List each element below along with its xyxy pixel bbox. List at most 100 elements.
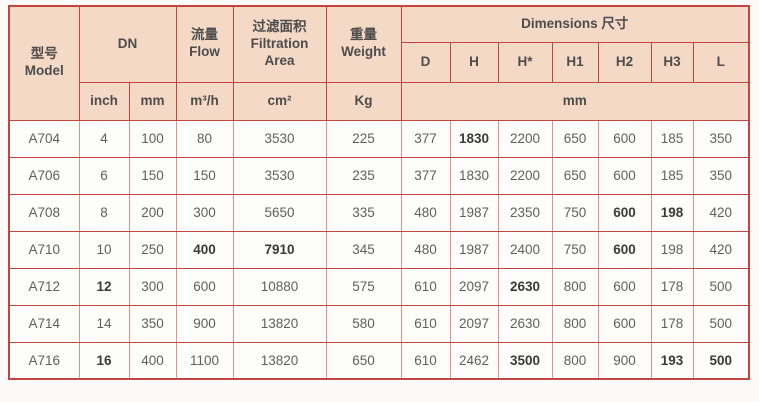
table-cell: 150 xyxy=(175,156,234,195)
table-cell: 178 xyxy=(650,267,694,306)
table-cell: 80 xyxy=(175,119,234,158)
table-cell: 750 xyxy=(551,230,599,269)
table-cell: 800 xyxy=(551,267,599,306)
model-cell: A708 xyxy=(8,193,80,232)
table-cell: 750 xyxy=(551,193,599,232)
table-cell: 2200 xyxy=(497,156,553,195)
table-cell: 13820 xyxy=(232,341,327,380)
table-row: A708 8 200 300 5650 335 480 1987 2350 750 600 198 42… xyxy=(8,193,750,232)
table-cell: 377 xyxy=(400,119,451,158)
table-cell: 14 xyxy=(78,304,130,343)
header-dn: DN xyxy=(78,5,177,83)
table-cell: 650 xyxy=(551,119,599,158)
table-cell: 250 xyxy=(128,230,177,269)
table-cell: 178 xyxy=(650,304,694,343)
table-cell: 10 xyxy=(78,230,130,269)
table-cell: 150 xyxy=(128,156,177,195)
table-cell: 350 xyxy=(692,156,750,195)
header-row-2: D H H* H1 H2 H3 L xyxy=(9,41,750,83)
table-cell: 480 xyxy=(400,193,451,232)
table-cell: 1100 xyxy=(175,341,234,380)
table-cell: 2462 xyxy=(449,341,499,380)
header-dimensions: Dimensions 尺寸 xyxy=(400,5,750,43)
table-row: A714 14 350 900 13820 580 610 2097 2630 800 600 178… xyxy=(8,304,750,343)
table-row: A712 12 300 600 10880 575 610 2097 2630 800 600 178… xyxy=(8,267,750,306)
table-cell: 500 xyxy=(692,341,750,380)
table-cell: 400 xyxy=(128,341,177,380)
table-cell: 100 xyxy=(128,119,177,158)
unit-area: cm² xyxy=(232,81,327,121)
table-cell: 200 xyxy=(128,193,177,232)
unit-mm: mm xyxy=(128,81,177,121)
header-dim-d: D xyxy=(400,41,451,83)
table-cell: 3530 xyxy=(232,156,327,195)
spec-table-container: 型号 Model DN 流量 Flow 过滤面积 Filtration Area… xyxy=(8,5,751,380)
table-cell: 600 xyxy=(597,119,652,158)
table-cell: 13820 xyxy=(232,304,327,343)
table-cell: 650 xyxy=(325,341,402,380)
header-row-3: inch mm m³/h cm² Kg mm xyxy=(9,81,750,121)
table-cell: 2630 xyxy=(497,267,553,306)
header-weight-zh: 重量 xyxy=(350,27,377,43)
table-cell: 2630 xyxy=(497,304,553,343)
table-row: A706 6 150 150 3530 235 377 1830 2200 650 600 185 35… xyxy=(8,156,750,195)
unit-flow: m³/h xyxy=(175,81,234,121)
header-flow: 流量 Flow xyxy=(175,5,234,83)
table-cell: 600 xyxy=(597,193,652,232)
header-dim-h: H xyxy=(449,41,499,83)
header-dim-h1: H1 xyxy=(551,41,599,83)
table-cell: 575 xyxy=(325,267,402,306)
header-dim-hstar: H* xyxy=(497,41,553,83)
table-cell: 300 xyxy=(128,267,177,306)
table-cell: 16 xyxy=(78,341,130,380)
table-cell: 2097 xyxy=(449,304,499,343)
table-cell: 900 xyxy=(175,304,234,343)
table-cell: 5650 xyxy=(232,193,327,232)
table-cell: 335 xyxy=(325,193,402,232)
unit-dims: mm xyxy=(400,81,750,121)
model-cell: A714 xyxy=(8,304,80,343)
table-cell: 7910 xyxy=(232,230,327,269)
table-cell: 500 xyxy=(692,267,750,306)
table-cell: 198 xyxy=(650,193,694,232)
table-cell: 2400 xyxy=(497,230,553,269)
table-cell: 3530 xyxy=(232,119,327,158)
table-cell: 12 xyxy=(78,267,130,306)
table-header: 型号 Model DN 流量 Flow 过滤面积 Filtration Area… xyxy=(8,5,750,121)
table-cell: 2350 xyxy=(497,193,553,232)
table-cell: 610 xyxy=(400,341,451,380)
table-row: A710 10 250 400 7910 345 480 1987 2400 750 600 198 4… xyxy=(8,230,750,269)
table-cell: 235 xyxy=(325,156,402,195)
table-cell: 10880 xyxy=(232,267,327,306)
header-filtration-zh: 过滤面积 xyxy=(252,18,307,34)
model-cell: A710 xyxy=(8,230,80,269)
table-cell: 8 xyxy=(78,193,130,232)
table-cell: 350 xyxy=(692,119,750,158)
table-body: A704 4 100 80 3530 225 377 1830 2200 650 600 185 350… xyxy=(8,119,750,380)
unit-inch: inch xyxy=(78,81,130,121)
table-cell: 6 xyxy=(78,156,130,195)
table-row: A716 16 400 1100 13820 650 610 2462 3500 800 900 19… xyxy=(8,341,750,380)
table-cell: 400 xyxy=(175,230,234,269)
table-row: A704 4 100 80 3530 225 377 1830 2200 650 600 185 350 xyxy=(8,119,750,158)
table-cell: 420 xyxy=(692,230,750,269)
table-cell: 900 xyxy=(597,341,652,380)
table-cell: 1830 xyxy=(449,119,499,158)
header-model-en: Model xyxy=(24,63,64,79)
table-cell: 185 xyxy=(650,119,694,158)
table-cell: 300 xyxy=(175,193,234,232)
table-cell: 800 xyxy=(551,304,599,343)
header-model: 型号 Model xyxy=(8,5,80,121)
header-weight-en: Weight xyxy=(341,44,386,60)
header-model-zh: 型号 xyxy=(30,46,58,62)
model-cell: A712 xyxy=(8,267,80,306)
table-cell: 3500 xyxy=(497,341,553,380)
table-cell: 2097 xyxy=(449,267,499,306)
table-cell: 610 xyxy=(400,304,451,343)
table-cell: 610 xyxy=(400,267,451,306)
header-flow-en: Flow xyxy=(189,44,220,60)
table-cell: 1830 xyxy=(449,156,499,195)
table-cell: 480 xyxy=(400,230,451,269)
table-cell: 377 xyxy=(400,156,451,195)
table-cell: 1987 xyxy=(449,193,499,232)
